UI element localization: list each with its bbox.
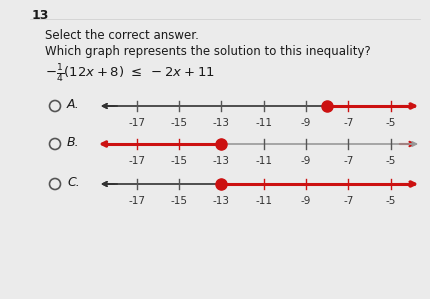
Text: -11: -11 <box>255 196 272 206</box>
Text: -9: -9 <box>301 118 311 128</box>
Text: -15: -15 <box>171 156 187 166</box>
Text: -7: -7 <box>343 156 353 166</box>
Text: 13: 13 <box>32 9 49 22</box>
Text: Select the correct answer.: Select the correct answer. <box>45 29 199 42</box>
Text: -9: -9 <box>301 196 311 206</box>
Text: -5: -5 <box>386 118 396 128</box>
Text: -15: -15 <box>171 118 187 128</box>
Text: -9: -9 <box>301 156 311 166</box>
Text: -7: -7 <box>343 118 353 128</box>
Text: -7: -7 <box>343 196 353 206</box>
Text: -13: -13 <box>213 118 230 128</box>
Text: -13: -13 <box>213 156 230 166</box>
Text: -17: -17 <box>128 118 145 128</box>
Text: -13: -13 <box>213 196 230 206</box>
Text: A.: A. <box>67 98 80 112</box>
Text: C.: C. <box>67 176 80 190</box>
Text: B.: B. <box>67 137 80 150</box>
Text: $-\frac{1}{4}(12x + 8)\ \leq\ -2x + 11$: $-\frac{1}{4}(12x + 8)\ \leq\ -2x + 11$ <box>45 63 215 85</box>
Text: -11: -11 <box>255 156 272 166</box>
Text: -11: -11 <box>255 118 272 128</box>
Text: -5: -5 <box>386 156 396 166</box>
Text: -5: -5 <box>386 196 396 206</box>
Text: -15: -15 <box>171 196 187 206</box>
Text: Which graph represents the solution to this inequality?: Which graph represents the solution to t… <box>45 45 371 58</box>
Text: -17: -17 <box>128 156 145 166</box>
Text: -17: -17 <box>128 196 145 206</box>
